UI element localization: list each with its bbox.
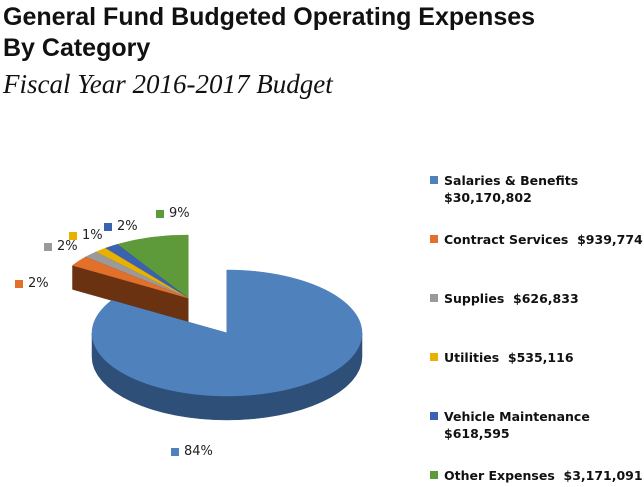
pct-label-4: 2% xyxy=(104,219,138,234)
pct-marker-1 xyxy=(15,279,23,288)
legend-item-3: Utilities $535,116 xyxy=(430,349,574,366)
legend-item-4: Vehicle Maintenance $618,595 xyxy=(430,408,590,442)
slice-0-top xyxy=(91,269,363,397)
slice-1-top xyxy=(71,256,189,299)
legend-item-1: Contract Services $939,774 xyxy=(430,231,643,248)
legend-item-5: Other Expenses $3,171,091 xyxy=(430,467,643,484)
pct-marker-5 xyxy=(156,209,164,218)
pct-label-5: 9% xyxy=(156,206,190,221)
legend-swatch-5 xyxy=(430,471,438,479)
pct-marker-3 xyxy=(69,231,77,240)
legend-item-2: Supplies $626,833 xyxy=(430,290,579,307)
legend-item-0: Salaries & Benefits $30,170,802 xyxy=(430,172,578,206)
legend-swatch-0 xyxy=(430,176,438,184)
pct-marker-2 xyxy=(44,242,52,251)
pct-marker-0 xyxy=(171,447,179,456)
pct-label-3: 1% xyxy=(69,228,103,243)
chart-title: General Fund Budgeted Operating Expenses… xyxy=(3,3,536,62)
pct-label-2: 2% xyxy=(44,239,78,254)
pct-label-1: 2% xyxy=(15,276,49,291)
pct-marker-4 xyxy=(104,222,112,231)
legend-swatch-4 xyxy=(430,412,438,420)
pct-label-0: 84% xyxy=(171,444,213,459)
chart-subtitle: Fiscal Year 2016-2017 Budget xyxy=(3,69,333,99)
legend-swatch-1 xyxy=(430,235,438,243)
legend-swatch-2 xyxy=(430,294,438,302)
legend-swatch-3 xyxy=(430,353,438,361)
